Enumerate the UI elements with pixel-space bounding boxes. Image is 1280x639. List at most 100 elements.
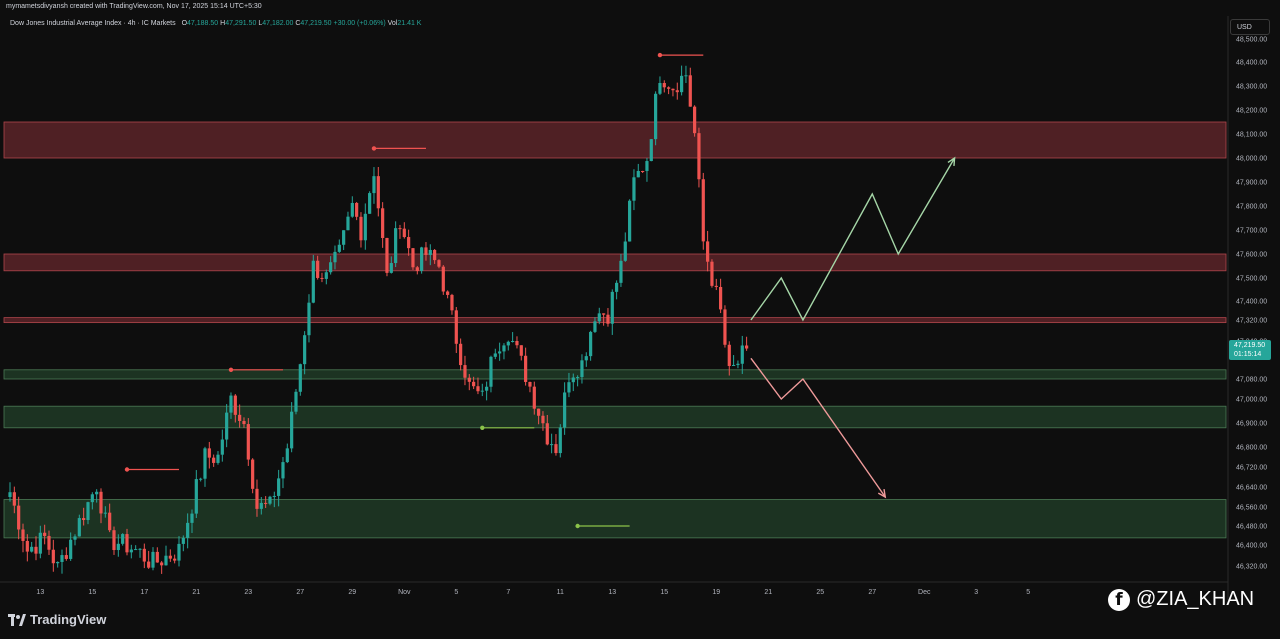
price-tick-label: 47,320.00 <box>1236 318 1267 325</box>
candle-up <box>372 176 376 194</box>
price-axis[interactable]: 46,320.00 46,400.00 46,480.00 46,560.00 46,6… <box>1236 37 1267 571</box>
time-tick-label: 21 <box>764 589 772 596</box>
candle-up <box>502 345 506 352</box>
candle-up <box>485 386 489 391</box>
candle-up <box>77 518 81 537</box>
candle-down <box>212 457 216 463</box>
close-label: C <box>295 20 301 27</box>
candle-down <box>454 310 458 344</box>
candle-down <box>667 87 671 89</box>
price-tick-label: 46,900.00 <box>1236 421 1267 428</box>
time-tick-label: 25 <box>816 589 824 596</box>
candle-down <box>524 355 528 382</box>
candle-up <box>303 335 307 365</box>
candle-up <box>151 551 155 568</box>
price-tick-label: 48,200.00 <box>1236 108 1267 115</box>
candle-down <box>112 530 116 551</box>
time-tick-label: 27 <box>868 589 876 596</box>
level-lines <box>124 52 704 529</box>
candle-down <box>602 313 606 315</box>
candle-up <box>60 555 64 562</box>
low-label: L <box>258 20 263 27</box>
price-tick-label: 47,080.00 <box>1236 377 1267 384</box>
candle-up <box>190 513 194 523</box>
candle-up <box>619 260 623 283</box>
candle-up <box>571 377 575 383</box>
candle-down <box>719 286 723 310</box>
candle-up <box>281 462 285 479</box>
time-tick-label: 5 <box>1026 589 1030 596</box>
candle-down <box>554 444 558 454</box>
price-tick-label: 46,480.00 <box>1236 524 1267 531</box>
candle-down <box>82 518 86 521</box>
candle-down <box>264 502 268 504</box>
candle-up <box>580 360 584 378</box>
candle-down <box>459 343 463 366</box>
candle-up <box>736 363 740 365</box>
high-level-dot <box>371 146 377 151</box>
candle-up <box>229 395 233 413</box>
candle-up <box>225 412 229 440</box>
candle-up <box>86 502 90 521</box>
time-tick-label: 3 <box>974 589 978 596</box>
candle-up <box>164 555 168 566</box>
candle-down <box>43 532 47 536</box>
low-level-dot <box>575 523 580 529</box>
candle-down <box>441 266 445 292</box>
candle-up <box>584 356 588 361</box>
low-level-dot <box>480 425 485 430</box>
time-tick-label: 15 <box>88 589 96 596</box>
candle-down <box>541 415 545 424</box>
currency-button[interactable]: USD <box>1230 19 1270 35</box>
tradingview-logo[interactable]: TradingView <box>8 612 106 627</box>
candle-down <box>532 386 536 409</box>
candle-up <box>593 321 597 332</box>
credit-text: mymametsdivyansh created with TradingVie… <box>6 3 262 10</box>
price-tick-label: 46,320.00 <box>1236 564 1267 571</box>
candle-down <box>47 535 51 550</box>
candle-up <box>116 543 120 551</box>
candle-up <box>632 177 636 201</box>
candle-up <box>186 522 190 538</box>
symbol-title[interactable]: Dow Jones Industrial Average Index · 4h … <box>10 20 176 27</box>
brand-name: TradingView <box>30 612 107 627</box>
candle-up <box>563 392 567 428</box>
candle-up <box>298 364 302 392</box>
low-value: 47,182.00 <box>262 20 294 27</box>
candle-down <box>34 546 38 554</box>
candle-up <box>654 93 658 140</box>
candle-up <box>576 377 580 379</box>
candle-up <box>333 251 337 263</box>
supply-zone <box>3 121 1227 159</box>
candle-down <box>675 90 679 93</box>
candle-up <box>220 439 224 455</box>
symbol-legend[interactable]: Dow Jones Industrial Average Index · 4h … <box>10 20 421 27</box>
time-tick-label: 19 <box>712 589 720 596</box>
time-tick-label: 21 <box>192 589 200 596</box>
demand-zone <box>3 369 1227 380</box>
candle-up <box>203 448 207 479</box>
candlestick-series <box>8 65 749 574</box>
candle-down <box>25 540 29 552</box>
projection-paths <box>750 156 956 499</box>
watermark-text: @ZIA_KHAN <box>1136 588 1255 610</box>
candle-down <box>701 179 705 242</box>
candle-down <box>355 202 359 217</box>
candle-down <box>17 505 21 530</box>
candle-down <box>142 548 146 562</box>
candle-down <box>12 492 16 506</box>
candle-up <box>684 75 688 77</box>
time-axis[interactable]: 13 15 17 21 23 27 29 Nov 5 7 11 13 15 19 21 25 27 Dec 3 5 <box>36 589 1030 596</box>
candle-up <box>610 291 614 324</box>
demand-zone <box>3 405 1227 429</box>
candle-down <box>155 551 159 563</box>
candle-down <box>688 75 692 107</box>
time-tick-label: 13 <box>36 589 44 596</box>
candle-down <box>727 344 731 366</box>
price-tick-label: 47,000.00 <box>1236 397 1267 404</box>
high-level-dot <box>228 367 234 372</box>
candle-up <box>95 491 99 495</box>
volume-value: 21.41 K <box>397 20 422 27</box>
time-tick-label: 13 <box>608 589 616 596</box>
